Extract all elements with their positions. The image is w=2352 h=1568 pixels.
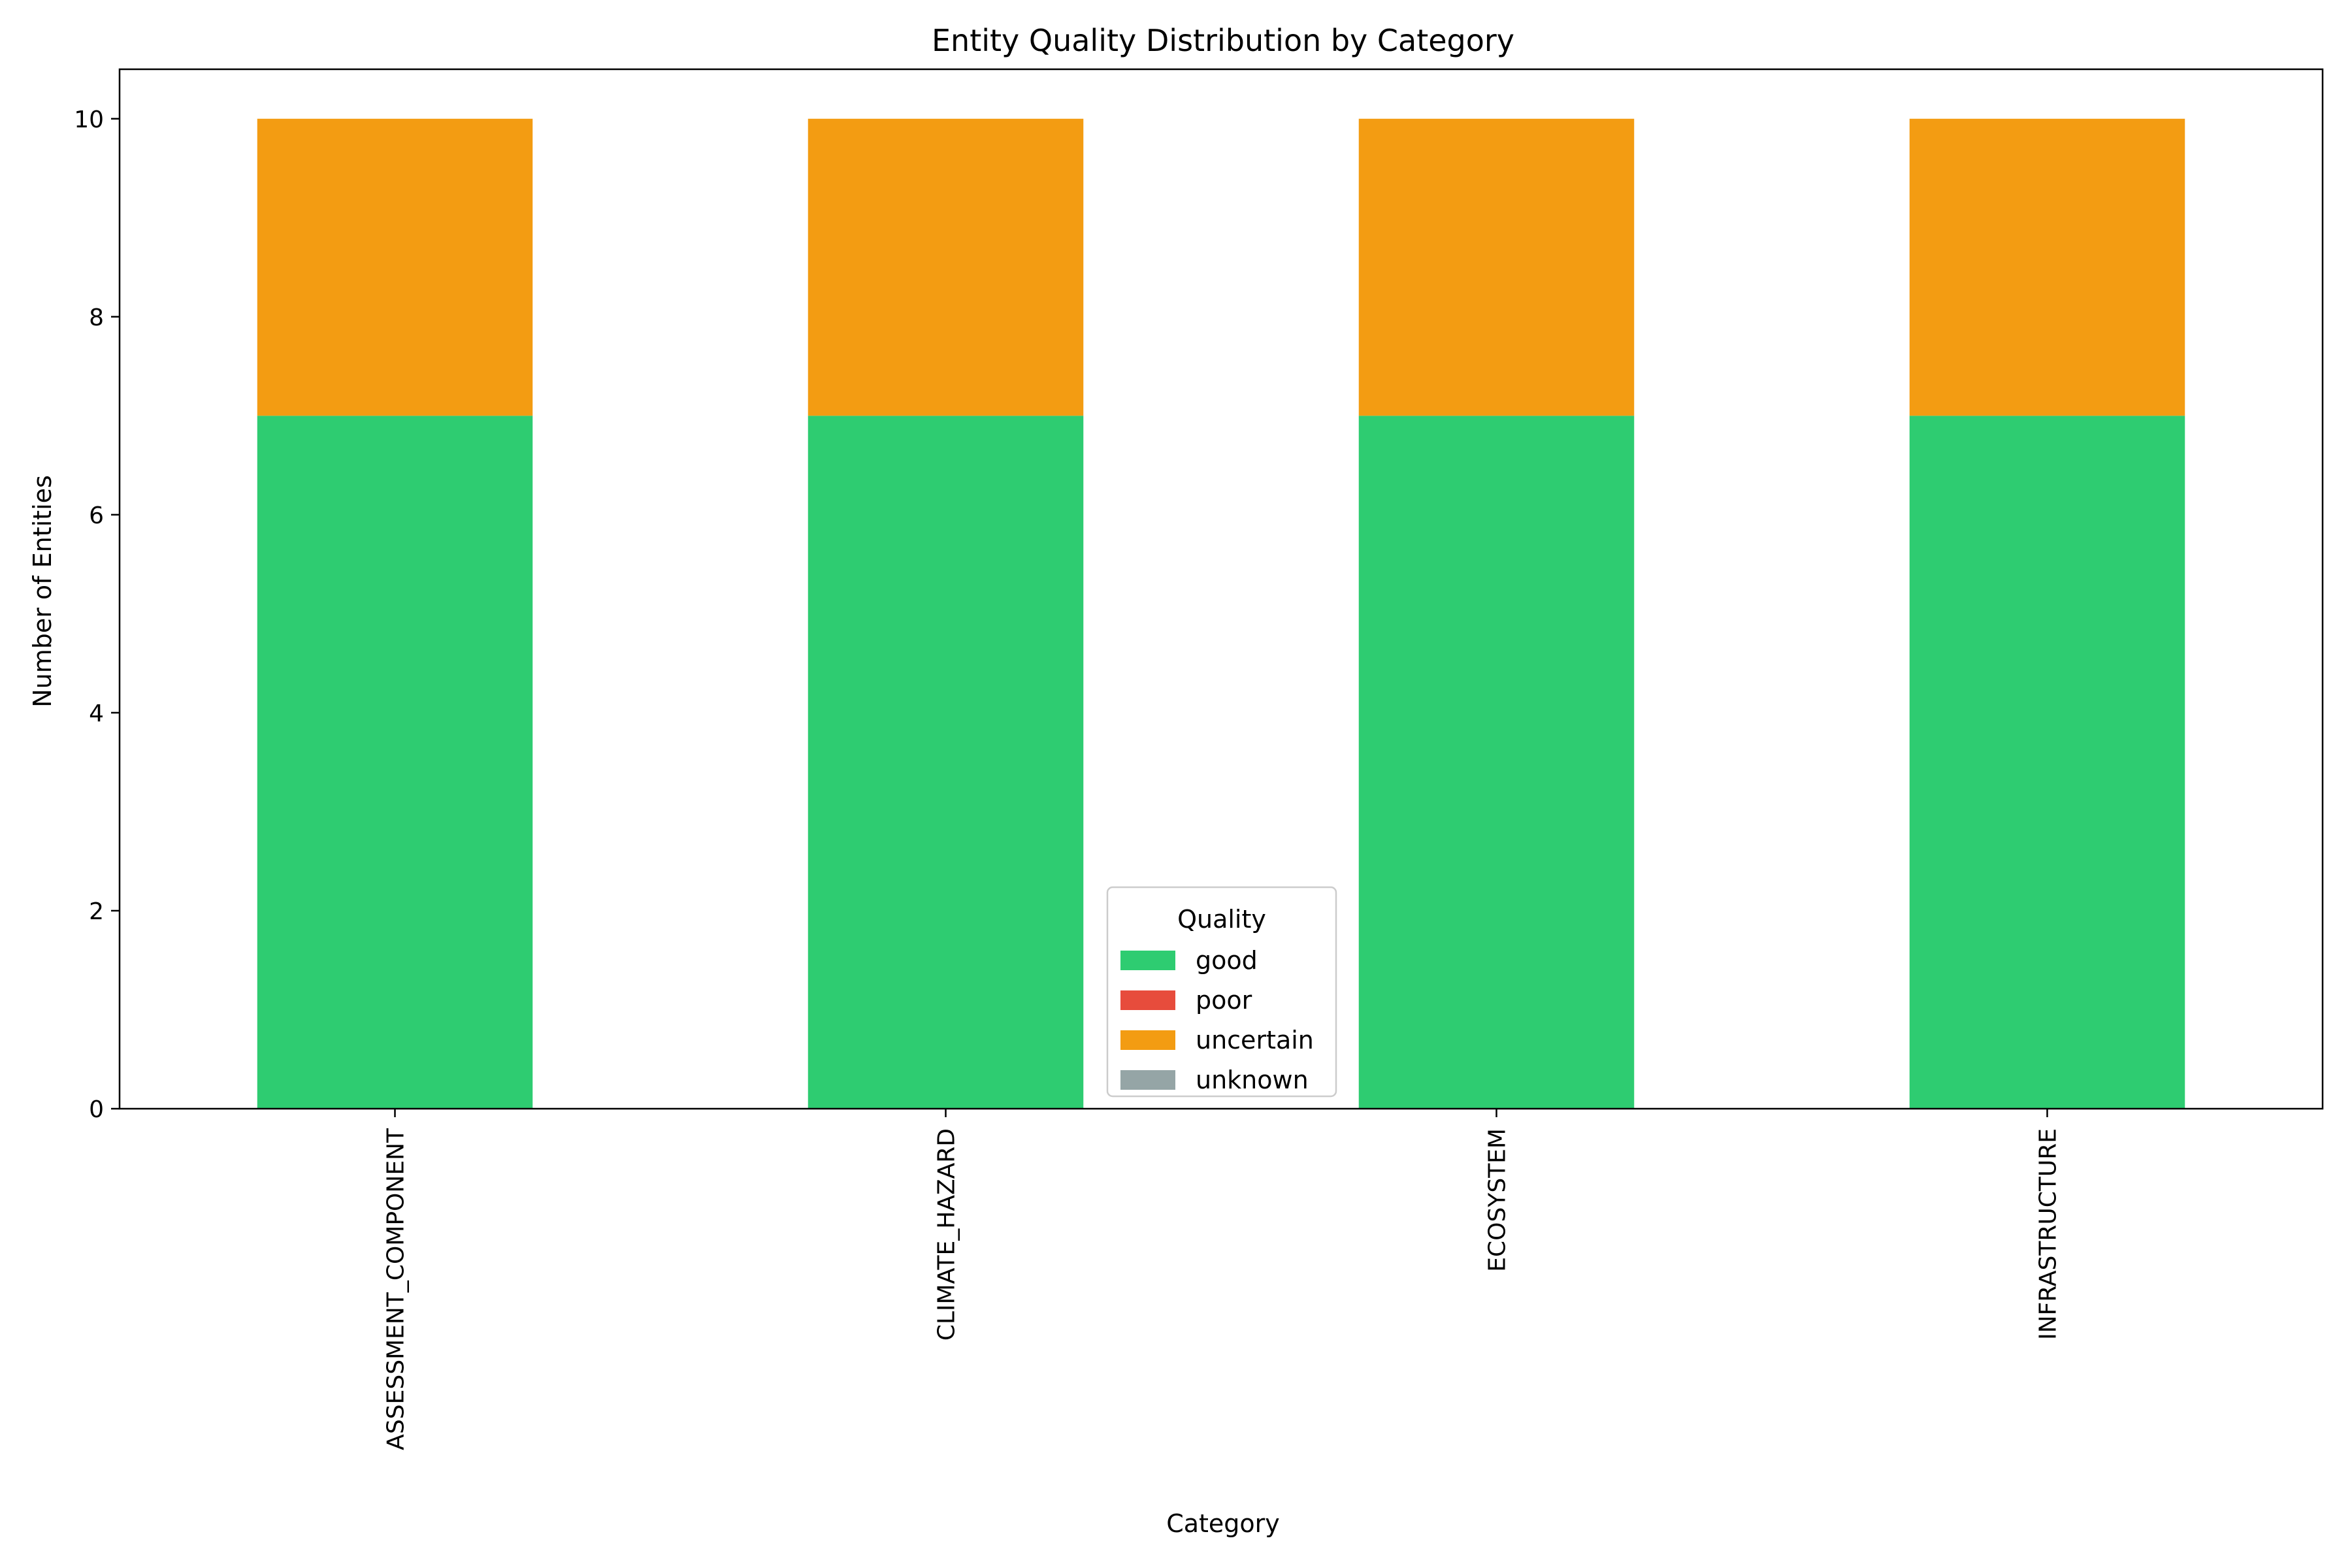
bar-good-assessment_component (257, 416, 533, 1109)
legend-label-good: good (1196, 946, 1258, 975)
legend: Quality good poor uncertain unknown (1106, 886, 1337, 1098)
legend-swatch-good (1120, 951, 1175, 970)
x-tick-label-infrastructure: INFRASTRUCTURE (2035, 1128, 2062, 1340)
bar-uncertain-climate_hazard (808, 118, 1084, 416)
y-tick-label: 6 (89, 502, 104, 529)
y-tick-label: 2 (89, 898, 104, 925)
y-tick-label: 8 (89, 304, 104, 331)
legend-label-unknown: unknown (1196, 1066, 1309, 1094)
y-tick-label: 0 (89, 1096, 104, 1123)
y-tick-label: 4 (89, 700, 104, 727)
bar-good-ecosystem (1358, 416, 1635, 1109)
legend-label-poor: poor (1196, 986, 1252, 1015)
legend-label-uncertain: uncertain (1196, 1026, 1314, 1054)
y-tick-label: 10 (74, 106, 104, 133)
y-axis-label: Number of Entities (28, 475, 57, 708)
legend-swatch-uncertain (1120, 1030, 1175, 1050)
x-tick-label-climate_hazard: CLIMATE_HAZARD (934, 1128, 960, 1341)
plot-area: 0 2 4 6 8 10 ASSESSMENT_COMPONENT CLIMATE_HAZAR… (74, 68, 2324, 1450)
bar-good-climate_hazard (808, 416, 1084, 1109)
chart-title: Entity Quality Distribution by Category (932, 23, 1514, 58)
bar-uncertain-assessment_component (257, 118, 533, 416)
x-tick-label-assessment_component: ASSESSMENT_COMPONENT (383, 1128, 410, 1450)
plot-frame (118, 68, 2324, 1110)
x-axis-label: Category (1166, 1509, 1280, 1538)
bar-uncertain-infrastructure (1909, 118, 2185, 416)
bar-good-infrastructure (1909, 416, 2185, 1109)
legend-swatch-poor (1120, 990, 1175, 1010)
legend-title: Quality (1177, 905, 1266, 934)
legend-swatch-unknown (1120, 1070, 1175, 1090)
x-tick-label-ecosystem: ECOSYSTEM (1484, 1128, 1511, 1272)
bar-uncertain-ecosystem (1358, 118, 1635, 416)
